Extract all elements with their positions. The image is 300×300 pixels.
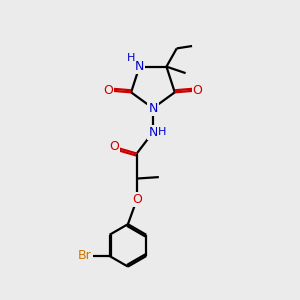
- Text: O: O: [109, 140, 119, 153]
- Text: H: H: [158, 127, 166, 137]
- Text: O: O: [132, 193, 142, 206]
- Text: Br: Br: [78, 250, 92, 262]
- Text: O: O: [103, 84, 113, 97]
- Text: O: O: [193, 84, 202, 97]
- Text: N: N: [148, 126, 158, 139]
- Text: N: N: [148, 102, 158, 115]
- Text: H: H: [126, 53, 135, 63]
- Text: N: N: [135, 60, 144, 73]
